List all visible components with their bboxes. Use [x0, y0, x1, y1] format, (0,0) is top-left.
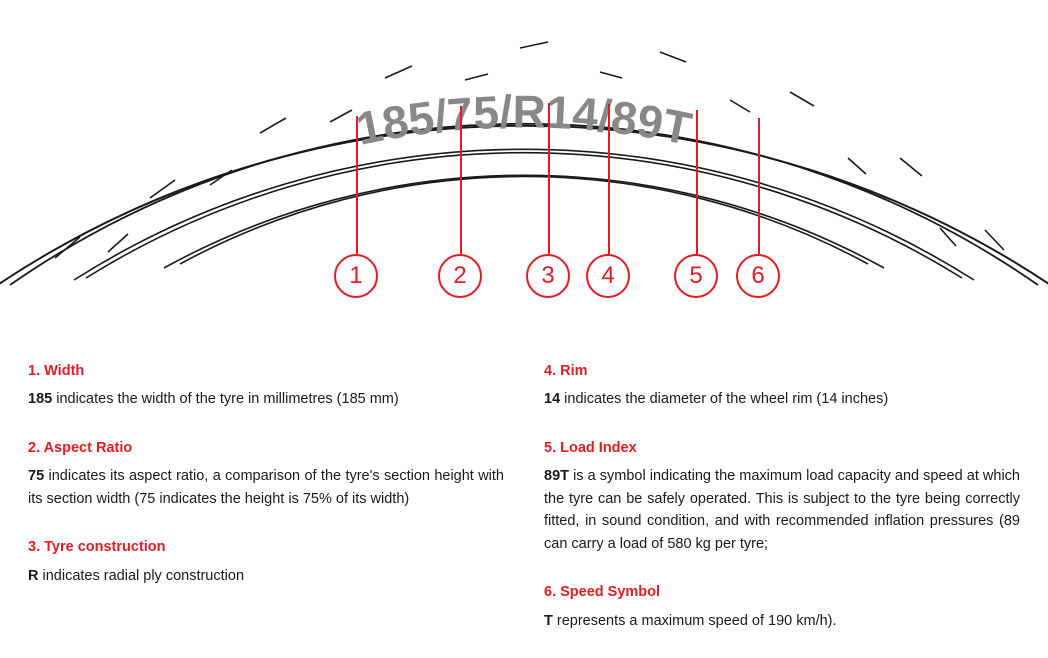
legend-title: 1. Width — [28, 360, 504, 382]
legend-title: 4. Rim — [544, 360, 1020, 382]
callout-circle-1: 1 — [334, 254, 378, 298]
legend-item-1: 1. Width 185 indicates the width of the … — [28, 360, 504, 411]
legend-body: 75 indicates its aspect ratio, a compari… — [28, 465, 504, 510]
legend-title: 6. Speed Symbol — [544, 581, 1020, 603]
legend-left-column: 1. Width 185 indicates the width of the … — [28, 360, 504, 658]
legend-body: 89T is a symbol indicating the maximum l… — [544, 465, 1020, 555]
callout-circle-6: 6 — [736, 254, 780, 298]
callout-circle-4: 4 — [586, 254, 630, 298]
tire-diagram: 185/75/R14/89T 1 2 3 4 5 6 — [0, 0, 1048, 320]
legend-body: 14 indicates the diameter of the wheel r… — [544, 388, 1020, 410]
tire-svg: 185/75/R14/89T — [0, 0, 1048, 320]
legend-body: 185 indicates the width of the tyre in m… — [28, 388, 504, 410]
callout-circle-3: 3 — [526, 254, 570, 298]
callout-circle-5: 5 — [674, 254, 718, 298]
legend: 1. Width 185 indicates the width of the … — [28, 360, 1020, 658]
legend-item-3: 3. Tyre construction R indicates radial … — [28, 536, 504, 587]
legend-title: 2. Aspect Ratio — [28, 437, 504, 459]
callout-circle-2: 2 — [438, 254, 482, 298]
legend-body: T represents a maximum speed of 190 km/h… — [544, 610, 1020, 632]
legend-item-5: 5. Load Index 89T is a symbol indicating… — [544, 437, 1020, 555]
legend-item-2: 2. Aspect Ratio 75 indicates its aspect … — [28, 437, 504, 510]
legend-item-6: 6. Speed Symbol T represents a maximum s… — [544, 581, 1020, 632]
legend-title: 5. Load Index — [544, 437, 1020, 459]
legend-body: R indicates radial ply construction — [28, 565, 504, 587]
tire-code-text: 185/75/R14/89T — [352, 85, 696, 154]
legend-right-column: 4. Rim 14 indicates the diameter of the … — [544, 360, 1020, 658]
legend-item-4: 4. Rim 14 indicates the diameter of the … — [544, 360, 1020, 411]
legend-title: 3. Tyre construction — [28, 536, 504, 558]
